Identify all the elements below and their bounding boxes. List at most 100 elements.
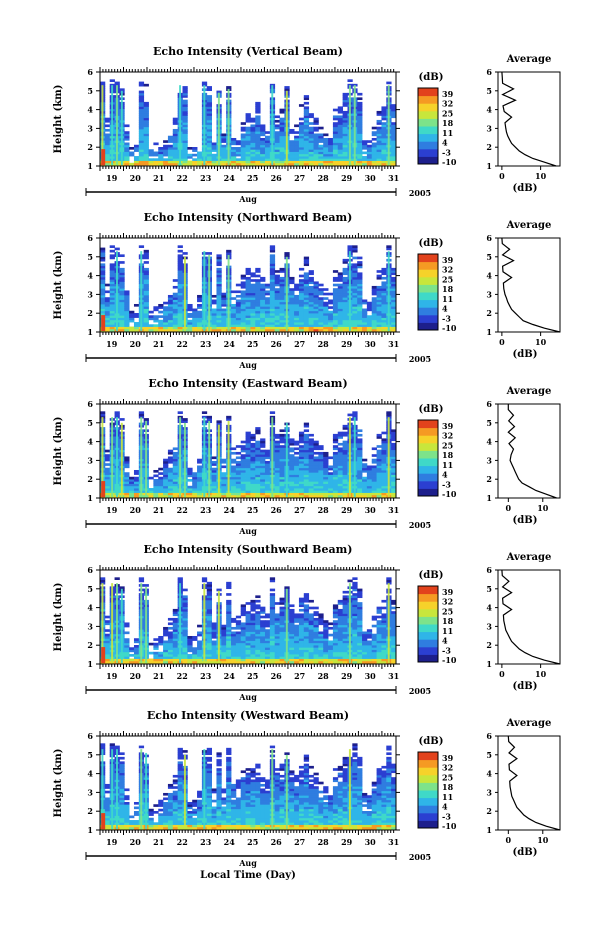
colorbar-tick-label: -10 (442, 323, 457, 333)
x-tick-label: 26 (271, 339, 283, 349)
heatmap-cell (212, 461, 217, 464)
heatmap-cell (347, 414, 352, 417)
y-tick-label: 4 (87, 105, 93, 115)
heatmap-cell (153, 152, 158, 155)
heatmap-cell (328, 465, 333, 468)
heatmap-cell (314, 281, 319, 284)
y-tick-label: 5 (87, 252, 93, 262)
heatmap-cell (173, 286, 178, 289)
heatmap-cell (129, 477, 134, 480)
heatmap-cell (275, 124, 280, 127)
average-profile-line (502, 72, 556, 166)
heatmap-cell (309, 270, 314, 273)
heatmap-cell (121, 423, 123, 497)
colorbar-tick-label: 32 (442, 99, 453, 109)
heatmap-cell (221, 133, 226, 136)
heatmap-cell (119, 418, 124, 421)
y-tick-label: 1 (87, 327, 93, 337)
heatmap-cell (105, 129, 110, 132)
colorbar-unit: (dB) (419, 404, 444, 415)
heatmap-cell (294, 447, 299, 450)
heatmap-cell (280, 445, 285, 448)
x-tick-label: 31 (388, 173, 399, 183)
heatmap-cell (100, 263, 105, 266)
colorbar-unit: (dB) (419, 238, 444, 249)
heatmap-cell (182, 100, 187, 103)
heatmap-cell (265, 290, 270, 293)
heatmap-cell (144, 261, 149, 264)
heatmap-cell (377, 270, 382, 273)
heatmap-cell (124, 124, 129, 127)
heatmap-cell (299, 268, 304, 271)
heatmap-cell (294, 452, 299, 455)
heatmap-cell (286, 257, 288, 331)
heatmap-cell (372, 138, 377, 141)
heatmap-cell (207, 86, 212, 89)
heatmap-cell (212, 299, 217, 302)
heatmap-cell (314, 452, 319, 455)
heatmap-cell (357, 429, 362, 432)
month-label: Aug (238, 526, 257, 536)
heatmap-cell (236, 140, 241, 143)
heatmap-cell (153, 306, 158, 309)
heatmap-cell (182, 86, 187, 89)
colorbar-swatch (418, 300, 438, 308)
heatmap-cell (221, 459, 226, 462)
heatmap-cell (381, 438, 386, 441)
x-tick-label: 29 (341, 173, 353, 183)
heatmap-cell (328, 472, 333, 475)
heatmap-cell (111, 417, 113, 497)
heatmap-cell (184, 423, 186, 497)
heatmap-cell (270, 411, 275, 414)
x-tick-label: 19 (106, 339, 118, 349)
heatmap-cell (352, 263, 357, 266)
heatmap-cell (347, 79, 352, 82)
heatmap-cell (250, 124, 255, 127)
heatmap-cell (333, 452, 338, 455)
heatmap-cells (100, 79, 396, 165)
colorbar-tick-label: 18 (442, 118, 454, 128)
heatmap-cell (304, 423, 309, 426)
panel-title: Echo Intensity (Eastward Beam) (148, 377, 347, 390)
heatmap-cell (294, 124, 299, 127)
heatmap-cell (286, 91, 288, 165)
heatmap-cell (105, 118, 110, 121)
heatmap-cell (299, 445, 304, 448)
heatmap-cell (275, 434, 280, 437)
heatmap-cell (377, 111, 382, 114)
heatmap-cell (236, 456, 241, 459)
heatmap-cell (260, 438, 265, 441)
x-tick-label: 24 (224, 505, 236, 515)
heatmap-cell (241, 441, 246, 444)
colorbar-swatch (418, 292, 438, 300)
heatmap-cell (250, 434, 255, 437)
y-axis-label: Height (km) (53, 85, 64, 154)
heatmap-cell (144, 268, 149, 271)
month-label: Aug (238, 360, 257, 370)
heatmap-cell (314, 127, 319, 130)
y-tick-label: 2 (87, 142, 93, 152)
heatmap-cell (323, 452, 328, 455)
heatmap-cell (275, 441, 280, 444)
heatmap-cell (105, 124, 110, 127)
heatmap-cell (343, 259, 348, 262)
heatmap-cell (294, 295, 299, 298)
heatmap-cell (115, 411, 120, 414)
colorbar-tick-label: 32 (442, 265, 453, 275)
heatmap-cell (173, 118, 178, 121)
heatmap-cell (121, 91, 123, 165)
heatmap-cell (357, 434, 362, 437)
heatmap-cell (362, 152, 367, 155)
heatmap-cell (187, 479, 192, 482)
heatmap-cell (179, 85, 181, 165)
heatmap-cell (338, 106, 343, 109)
x-tick-label: 26 (271, 505, 283, 515)
heatmap-cell (124, 131, 129, 134)
heatmap-cell (139, 91, 144, 94)
heatmap-cell (372, 454, 377, 457)
colorbar-swatch (418, 473, 438, 481)
heatmap-cell (289, 277, 294, 280)
heatmap-cell (338, 115, 343, 118)
heatmap-cell (309, 434, 314, 437)
